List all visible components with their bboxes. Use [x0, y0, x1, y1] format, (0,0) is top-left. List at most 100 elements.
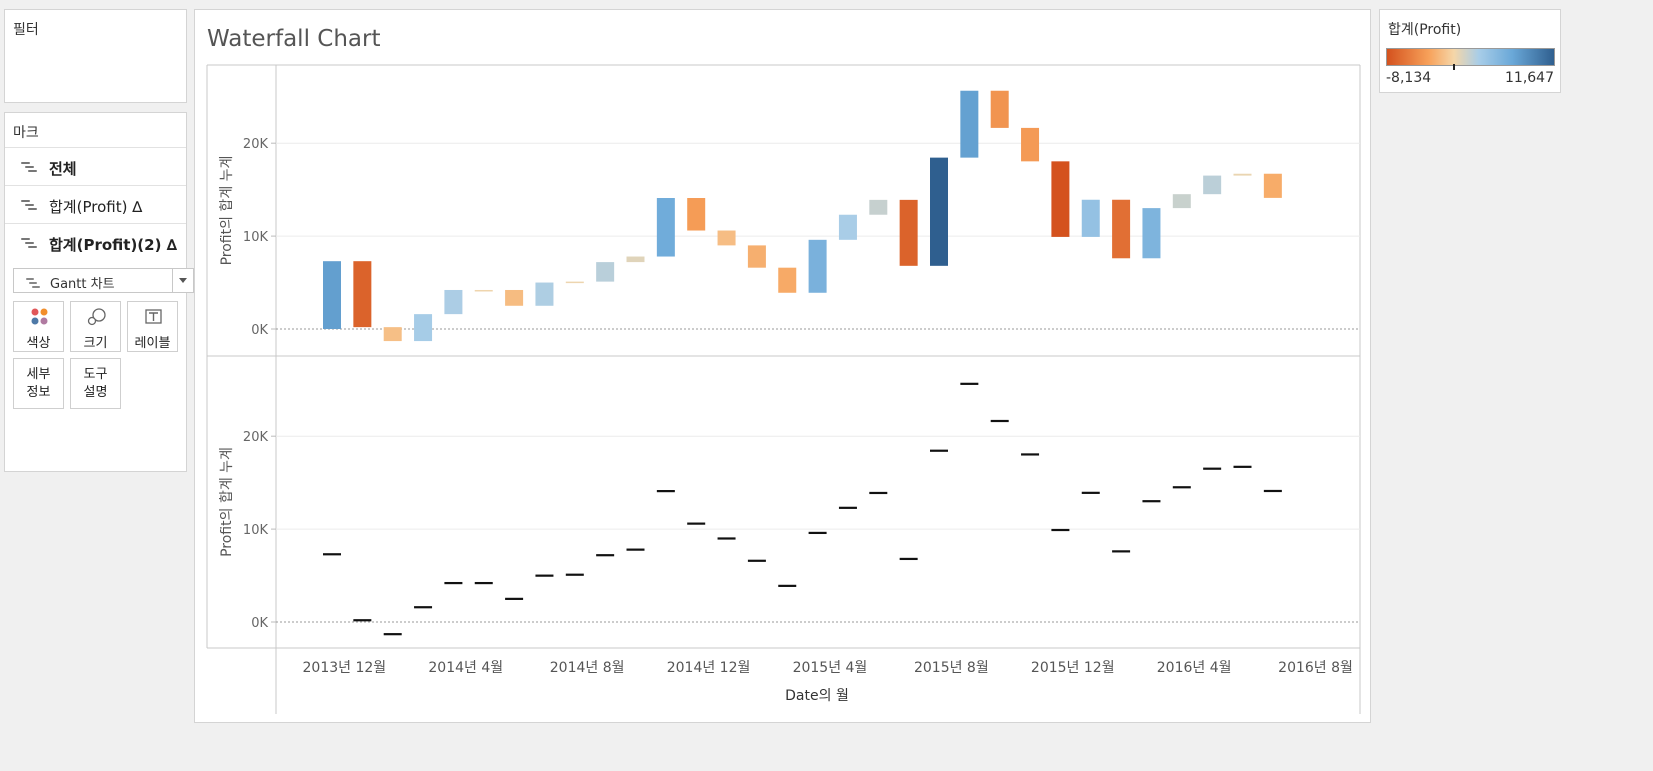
marks-shelf-profit[interactable]: 합계(Profit) ∆	[5, 185, 186, 223]
running-total-dash	[1021, 453, 1040, 456]
waterfall-bar	[930, 157, 948, 266]
running-total-dash	[778, 584, 797, 587]
waterfall-bar	[505, 289, 524, 306]
x-tick-label: 2014년 8월	[550, 660, 625, 676]
detail-button-label: 세부 정보	[14, 366, 63, 402]
detail-button[interactable]: 세부 정보	[13, 358, 64, 409]
waterfall-bar	[1051, 161, 1070, 237]
size-button[interactable]: 크기	[70, 301, 121, 352]
legend-max: 11,647	[1505, 70, 1554, 86]
waterfall-bar	[1021, 127, 1040, 162]
waterfall-bar	[717, 230, 736, 246]
waterfall-bar	[323, 261, 341, 329]
waterfall-chart[interactable]: 0K 10K 20K Profit의 합계 누계 0K 10K 20K Profit의 합계 …	[195, 10, 1372, 724]
waterfall-bar	[1172, 194, 1191, 209]
waterfall-bar	[353, 261, 372, 328]
label-button-label: 레이블	[134, 336, 171, 351]
x-tick-label: 2016년 4월	[1157, 660, 1232, 676]
running-total-dash	[960, 382, 979, 385]
x-tick-label: 2013년 12월	[303, 660, 387, 676]
running-total-dash	[626, 548, 645, 551]
legend-title: 합계(Profit)	[1388, 22, 1462, 38]
marks-shelf-all[interactable]: 전체	[5, 147, 186, 185]
label-button[interactable]: 레이블	[127, 301, 178, 352]
running-total-dash	[474, 581, 493, 585]
mark-type-value: Gantt 차트	[50, 277, 115, 292]
x-tick-label: 2014년 12월	[667, 660, 751, 676]
running-total-dash	[1172, 486, 1191, 489]
waterfall-bar	[747, 245, 766, 268]
filters-panel[interactable]: 필터	[4, 9, 187, 103]
waterfall-bar	[869, 199, 888, 215]
running-total-dash	[1112, 550, 1131, 553]
chart-title: Waterfall Chart	[207, 26, 381, 52]
running-total-dash	[1051, 528, 1070, 532]
x-tick-label: 2015년 4월	[793, 660, 868, 676]
tooltip-button-label: 도구 설명	[71, 366, 120, 402]
y-tick-label: 10K	[243, 230, 269, 245]
running-total-dash	[869, 491, 888, 495]
waterfall-bar	[1263, 173, 1282, 198]
waterfall-bar	[960, 90, 979, 158]
x-axis-label: Date의 월	[785, 688, 849, 704]
waterfall-bar	[1112, 199, 1131, 259]
running-total-dash	[596, 554, 615, 557]
running-total-dash	[899, 557, 918, 561]
waterfall-bar	[1233, 173, 1252, 176]
marks-shelf-label: 합계(Profit) ∆	[49, 198, 143, 216]
tooltip-label-text: 도구 설명	[83, 367, 108, 400]
marks-panel: 마크 전체 합계(Profit) ∆ 합계(Profit)(2) ∆ Gantt…	[4, 112, 194, 472]
running-total-dash	[1203, 467, 1222, 470]
waterfall-bar	[838, 214, 857, 240]
x-tick-label: 2014년 4월	[428, 660, 503, 676]
running-total-dash	[414, 606, 433, 609]
y-axis-label: Profit의 합계 누계	[219, 156, 235, 266]
chevron-down-icon[interactable]	[172, 269, 193, 292]
running-total-dash	[565, 573, 584, 576]
legend-zero-marker	[1453, 64, 1455, 70]
waterfall-bar	[535, 282, 554, 306]
color-button-label: 색상	[26, 336, 51, 351]
marks-title: 마크	[13, 125, 39, 141]
y-tick-label: 20K	[243, 430, 269, 445]
waterfall-bar	[383, 327, 402, 342]
waterfall-bar	[899, 199, 918, 266]
waterfall-bar	[1203, 175, 1222, 195]
running-total-dash	[930, 449, 948, 452]
running-total-dash	[353, 619, 372, 622]
chart-panel: Waterfall Chart 0K 10K 20K Profit의 합계 누계 0K 1…	[194, 9, 1371, 723]
y-tick-label: 0K	[251, 616, 268, 631]
mark-type-select[interactable]: Gantt 차트	[13, 268, 194, 293]
x-tick-label: 2015년 12월	[1031, 660, 1115, 676]
legend-gradient	[1386, 48, 1555, 66]
tooltip-button[interactable]: 도구 설명	[70, 358, 121, 409]
running-total-dash	[747, 559, 766, 562]
color-button[interactable]: 색상	[13, 301, 64, 352]
marks-shelf-label: 전체	[49, 160, 77, 178]
legend-min: -8,134	[1386, 70, 1432, 86]
waterfall-bar	[626, 256, 645, 263]
waterfall-bar	[1081, 199, 1100, 237]
waterfall-bar	[687, 198, 706, 231]
color-legend[interactable]: 합계(Profit) -8,134 11,647	[1379, 9, 1561, 93]
gantt-icon	[26, 278, 42, 288]
running-total-dash	[717, 537, 736, 540]
y-tick-label: 20K	[243, 137, 269, 152]
waterfall-bar	[444, 289, 463, 315]
running-total-dash	[990, 419, 1009, 423]
running-total-dash	[656, 490, 675, 493]
running-total-dash	[383, 633, 402, 636]
marks-shelf-profit-2[interactable]: 합계(Profit)(2) ∆	[5, 223, 186, 261]
waterfall-bar	[596, 262, 615, 282]
waterfall-bar	[808, 239, 827, 293]
running-total-dash	[444, 581, 463, 585]
running-total-dash	[505, 597, 524, 600]
size-button-label: 크기	[83, 336, 108, 351]
running-total-dash	[323, 553, 341, 556]
waterfall-bar	[1142, 208, 1161, 259]
label-icon	[128, 308, 177, 326]
running-total-dash	[838, 506, 857, 509]
size-icon	[71, 308, 120, 326]
waterfall-bar	[778, 267, 797, 293]
waterfall-bar	[414, 314, 433, 342]
